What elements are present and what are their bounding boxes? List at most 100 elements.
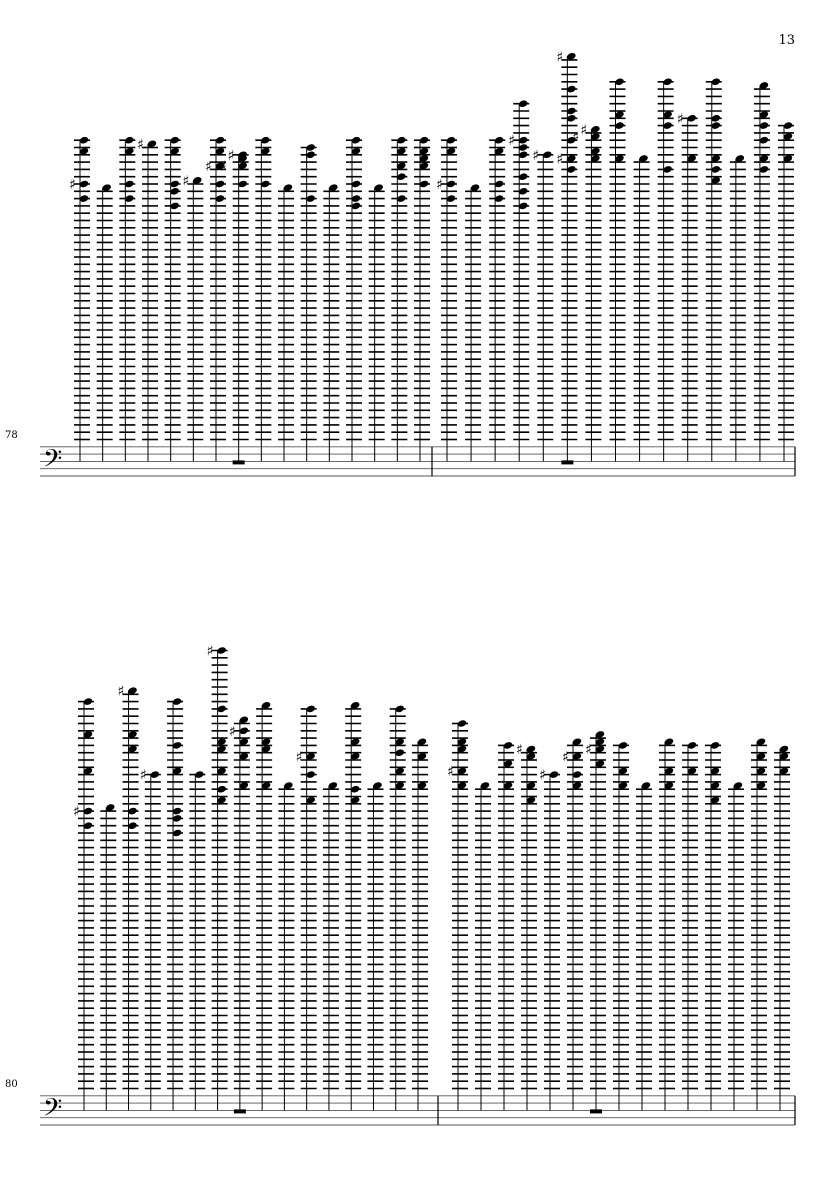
notehead (397, 147, 406, 155)
sharp-icon: ♯ (296, 749, 303, 765)
notehead (759, 166, 769, 173)
notehead (239, 782, 249, 789)
notehead (457, 782, 467, 789)
notehead (170, 147, 179, 155)
notehead (779, 753, 789, 760)
sharp-icon: ♯ (228, 148, 235, 164)
bass-clef-icon: 𝄢 (43, 1093, 62, 1128)
notehead (595, 731, 605, 738)
notehead (351, 202, 361, 210)
notehead (238, 155, 247, 162)
notehead (615, 122, 624, 129)
notehead (374, 184, 383, 191)
notehead (261, 782, 271, 789)
notehead (261, 180, 270, 188)
notehead (238, 162, 247, 170)
bass-clef-icon: 𝄢 (43, 444, 62, 479)
notehead (105, 804, 115, 811)
notehead (350, 785, 360, 793)
notehead (759, 155, 769, 162)
notehead (756, 767, 766, 775)
sharp-icon: ♯ (677, 111, 684, 127)
sharp-icon: ♯ (572, 130, 579, 146)
sharp-icon: ♯ (556, 49, 563, 65)
notehead (503, 760, 513, 767)
notehead (494, 180, 504, 188)
sharp-icon: ♯ (229, 724, 236, 740)
notehead (494, 195, 504, 202)
sharp-icon: ♯ (580, 122, 587, 138)
notehead (417, 782, 427, 789)
whole-rest-icon (233, 1109, 246, 1114)
sharp-icon: ♯ (516, 742, 523, 758)
notehead (480, 782, 490, 789)
notehead (306, 771, 315, 778)
notehead (591, 125, 600, 133)
notehead (711, 78, 721, 86)
notehead (395, 738, 405, 746)
notehead (641, 782, 651, 789)
notehead (526, 796, 536, 804)
notehead (710, 782, 720, 789)
notehead (125, 136, 134, 144)
notehead (618, 742, 628, 749)
notehead (711, 115, 721, 122)
notehead (572, 738, 582, 746)
notehead (595, 760, 605, 767)
notehead (518, 188, 528, 195)
notehead (639, 155, 648, 162)
notehead (663, 111, 672, 118)
notehead (664, 782, 674, 789)
notehead (664, 767, 674, 775)
notehead (170, 180, 179, 188)
sharp-icon: ♯ (556, 151, 563, 167)
notehead (572, 753, 582, 760)
notehead (756, 782, 766, 789)
notehead (239, 727, 249, 735)
notehead (172, 815, 182, 822)
notehead (526, 745, 536, 753)
notehead (351, 195, 361, 202)
notehead (518, 136, 528, 144)
notehead (128, 731, 137, 738)
notehead (397, 173, 406, 180)
notehead (419, 147, 429, 155)
notehead (128, 822, 137, 829)
notehead (711, 155, 721, 162)
notehead (215, 162, 225, 170)
notehead (526, 753, 536, 760)
notehead (397, 195, 406, 202)
notehead (283, 184, 293, 191)
notehead (261, 147, 270, 155)
notehead (446, 195, 456, 202)
notehead (615, 155, 624, 162)
notehead (733, 782, 743, 789)
page-number: 13 (778, 33, 795, 48)
notehead (306, 195, 315, 202)
notehead (618, 782, 628, 789)
sharp-icon: ♯ (220, 159, 227, 175)
notehead (711, 177, 721, 184)
notehead (518, 151, 528, 159)
notehead (759, 122, 769, 129)
sharp-icon: ♯ (207, 644, 214, 660)
notehead (419, 162, 429, 170)
notehead (687, 115, 696, 122)
notehead (217, 745, 226, 753)
notehead (128, 687, 137, 694)
notehead (306, 705, 315, 713)
notehead (615, 78, 624, 86)
notehead (261, 745, 271, 753)
notehead (518, 100, 528, 107)
notehead (591, 147, 600, 155)
notehead (217, 785, 226, 793)
notehead (395, 767, 405, 775)
notehead (470, 184, 480, 191)
sharp-icon: ♯ (137, 137, 144, 153)
notehead (518, 173, 528, 180)
notehead (591, 133, 600, 140)
notehead (591, 155, 600, 162)
notehead (595, 745, 605, 753)
notehead (125, 147, 134, 155)
